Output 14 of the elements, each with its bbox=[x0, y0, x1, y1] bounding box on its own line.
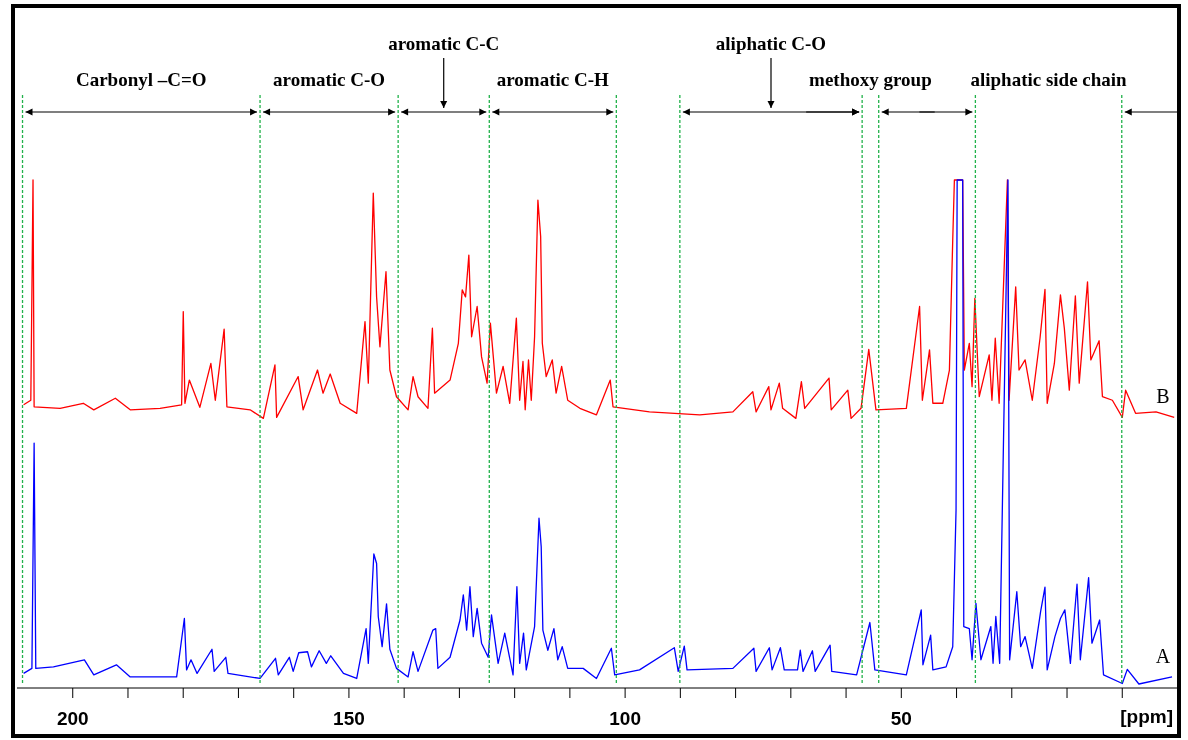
text: Carbonyl –C=O bbox=[75, 69, 207, 90]
series-label: B bbox=[1156, 385, 1170, 408]
x-tick-label: 200 bbox=[56, 708, 89, 730]
text: aromatic C-C bbox=[388, 33, 500, 54]
text: aliphatic side chain bbox=[970, 69, 1128, 90]
x-tick-label: 150 bbox=[333, 708, 365, 730]
x-tick-label: 100 bbox=[609, 708, 641, 730]
series-label: A bbox=[1155, 644, 1171, 667]
text: methoxy group bbox=[809, 69, 932, 90]
x-tick-label: 50 bbox=[890, 708, 912, 730]
text: aromatic C-H bbox=[496, 69, 610, 90]
text: aromatic C-O bbox=[273, 69, 386, 90]
x-axis-title: [ppm] bbox=[1120, 706, 1173, 727]
text: aliphatic C-O bbox=[715, 33, 827, 54]
